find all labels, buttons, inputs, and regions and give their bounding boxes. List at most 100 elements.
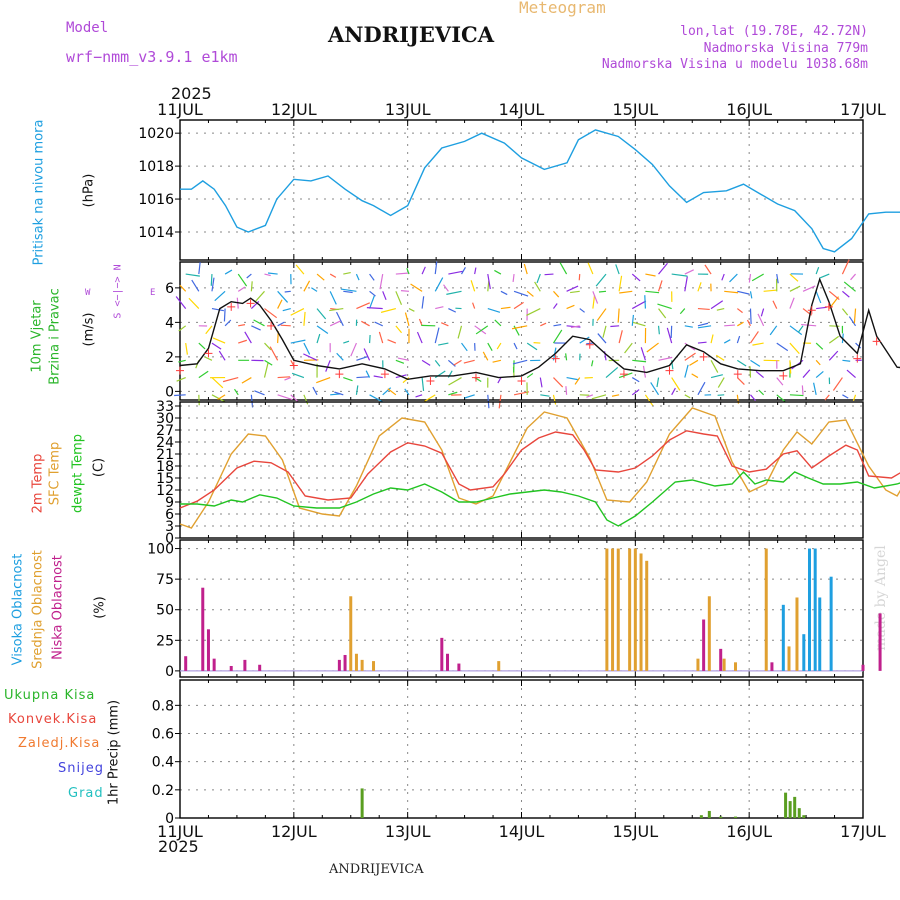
wind-vector xyxy=(303,353,318,361)
y-tick-label: 1014 xyxy=(138,225,174,241)
wind-vector xyxy=(395,291,403,305)
wind-vector xyxy=(789,360,792,374)
wind-vector xyxy=(303,394,309,405)
wind-vector xyxy=(175,296,187,309)
wind-vector xyxy=(369,273,375,281)
low-cloud-bar xyxy=(337,659,341,671)
mid-cloud-bar xyxy=(645,560,649,671)
low-cloud-bar xyxy=(878,613,882,671)
wind-vector xyxy=(841,308,849,316)
pressure-line xyxy=(180,129,900,253)
gust-marker xyxy=(619,370,628,379)
wind-panel: 0 2 4 6 xyxy=(165,259,900,409)
wind-vector xyxy=(224,269,233,275)
wind-vector xyxy=(631,273,641,282)
date-tick-label: 13JUL xyxy=(385,100,431,119)
wind-vector xyxy=(277,321,285,327)
wind-vector xyxy=(218,350,226,361)
wind-vector xyxy=(400,290,410,292)
wind-vector xyxy=(418,318,423,327)
wind-vector xyxy=(776,394,786,403)
wind-vector xyxy=(237,273,248,287)
wind-vector xyxy=(523,263,528,275)
wind-vector xyxy=(763,289,777,292)
wind-key-east: E xyxy=(150,288,156,298)
wind-vector xyxy=(824,394,830,401)
wind-vector xyxy=(435,306,444,310)
wind-vector xyxy=(619,290,633,294)
wind-vector xyxy=(736,377,745,385)
wind-vector xyxy=(397,357,410,361)
lonlat-label: lon,lat (19.78E, 42.72N) xyxy=(680,24,868,39)
wind-vector xyxy=(710,300,724,310)
wind-vector xyxy=(356,302,370,310)
wind-vector xyxy=(605,367,619,379)
wind-vector xyxy=(513,325,520,336)
wind-vector xyxy=(684,325,693,328)
wind-vector xyxy=(611,394,620,397)
wind-vector xyxy=(853,308,857,324)
wind-vector xyxy=(646,342,659,353)
wind-vector xyxy=(277,394,293,401)
low-cloud-bar xyxy=(861,664,865,671)
wind-vector xyxy=(842,359,851,362)
low-cloud-bar xyxy=(343,654,347,671)
total-precip-bar xyxy=(797,808,801,818)
wind-vector xyxy=(657,325,660,335)
wind-vector xyxy=(598,290,607,293)
wind-vector xyxy=(751,273,764,282)
wind-vector xyxy=(291,372,305,379)
date-tick-label: 16JUL xyxy=(726,100,772,119)
wind-vector xyxy=(500,290,508,296)
precip-legend-frz: Zaledj.Kisa xyxy=(18,736,101,751)
mid-cloud-bar xyxy=(372,661,376,671)
total-precip-bar xyxy=(788,801,792,818)
wind-vector xyxy=(269,346,279,361)
wind-vector xyxy=(303,342,311,355)
wind-vector xyxy=(749,308,752,324)
gust-marker xyxy=(227,302,236,311)
wind-vector xyxy=(474,325,487,335)
wind-vector xyxy=(710,360,719,373)
wind-vector xyxy=(724,290,739,294)
wind-vector xyxy=(757,313,765,327)
wind-vector xyxy=(246,273,252,279)
wind-vector xyxy=(670,325,673,339)
wind-vector xyxy=(496,342,502,350)
wind-vector xyxy=(772,300,778,309)
y-tick-label: 0 xyxy=(165,531,174,547)
panel-frame xyxy=(179,539,864,678)
wind-vector xyxy=(494,269,502,275)
wind-vector xyxy=(290,360,295,366)
wind-vector xyxy=(615,264,620,275)
high-cloud-bar xyxy=(829,576,833,671)
total-precip-bar xyxy=(360,788,364,818)
wind-vector xyxy=(497,377,502,384)
wind-vector xyxy=(380,307,396,313)
wind-vector xyxy=(592,295,596,309)
wind-vector xyxy=(343,340,350,344)
wind-vector xyxy=(282,307,291,312)
wind-vector xyxy=(737,321,744,327)
wind-vector xyxy=(513,301,524,310)
wind-vector xyxy=(374,321,383,327)
wind-vector xyxy=(434,261,438,275)
wind-vector xyxy=(737,290,750,295)
panel-frame xyxy=(179,119,864,261)
wind-vector xyxy=(421,266,426,275)
wind-vector xyxy=(356,376,370,379)
wind-vector xyxy=(723,339,731,344)
station-title: ANDRIJEVICA xyxy=(328,22,495,47)
gust-marker xyxy=(289,361,298,370)
wind-vector xyxy=(253,319,265,327)
model-label: Model xyxy=(66,20,109,36)
wind-vector xyxy=(789,342,800,355)
wind-vector xyxy=(717,377,725,388)
wind-vector xyxy=(553,323,562,327)
wind-vector xyxy=(214,290,226,302)
total-precip-bar xyxy=(707,810,711,818)
wind-vector xyxy=(421,296,425,309)
wind-vector xyxy=(303,311,306,326)
wind-vector xyxy=(710,374,723,379)
wind-vector xyxy=(369,295,375,309)
